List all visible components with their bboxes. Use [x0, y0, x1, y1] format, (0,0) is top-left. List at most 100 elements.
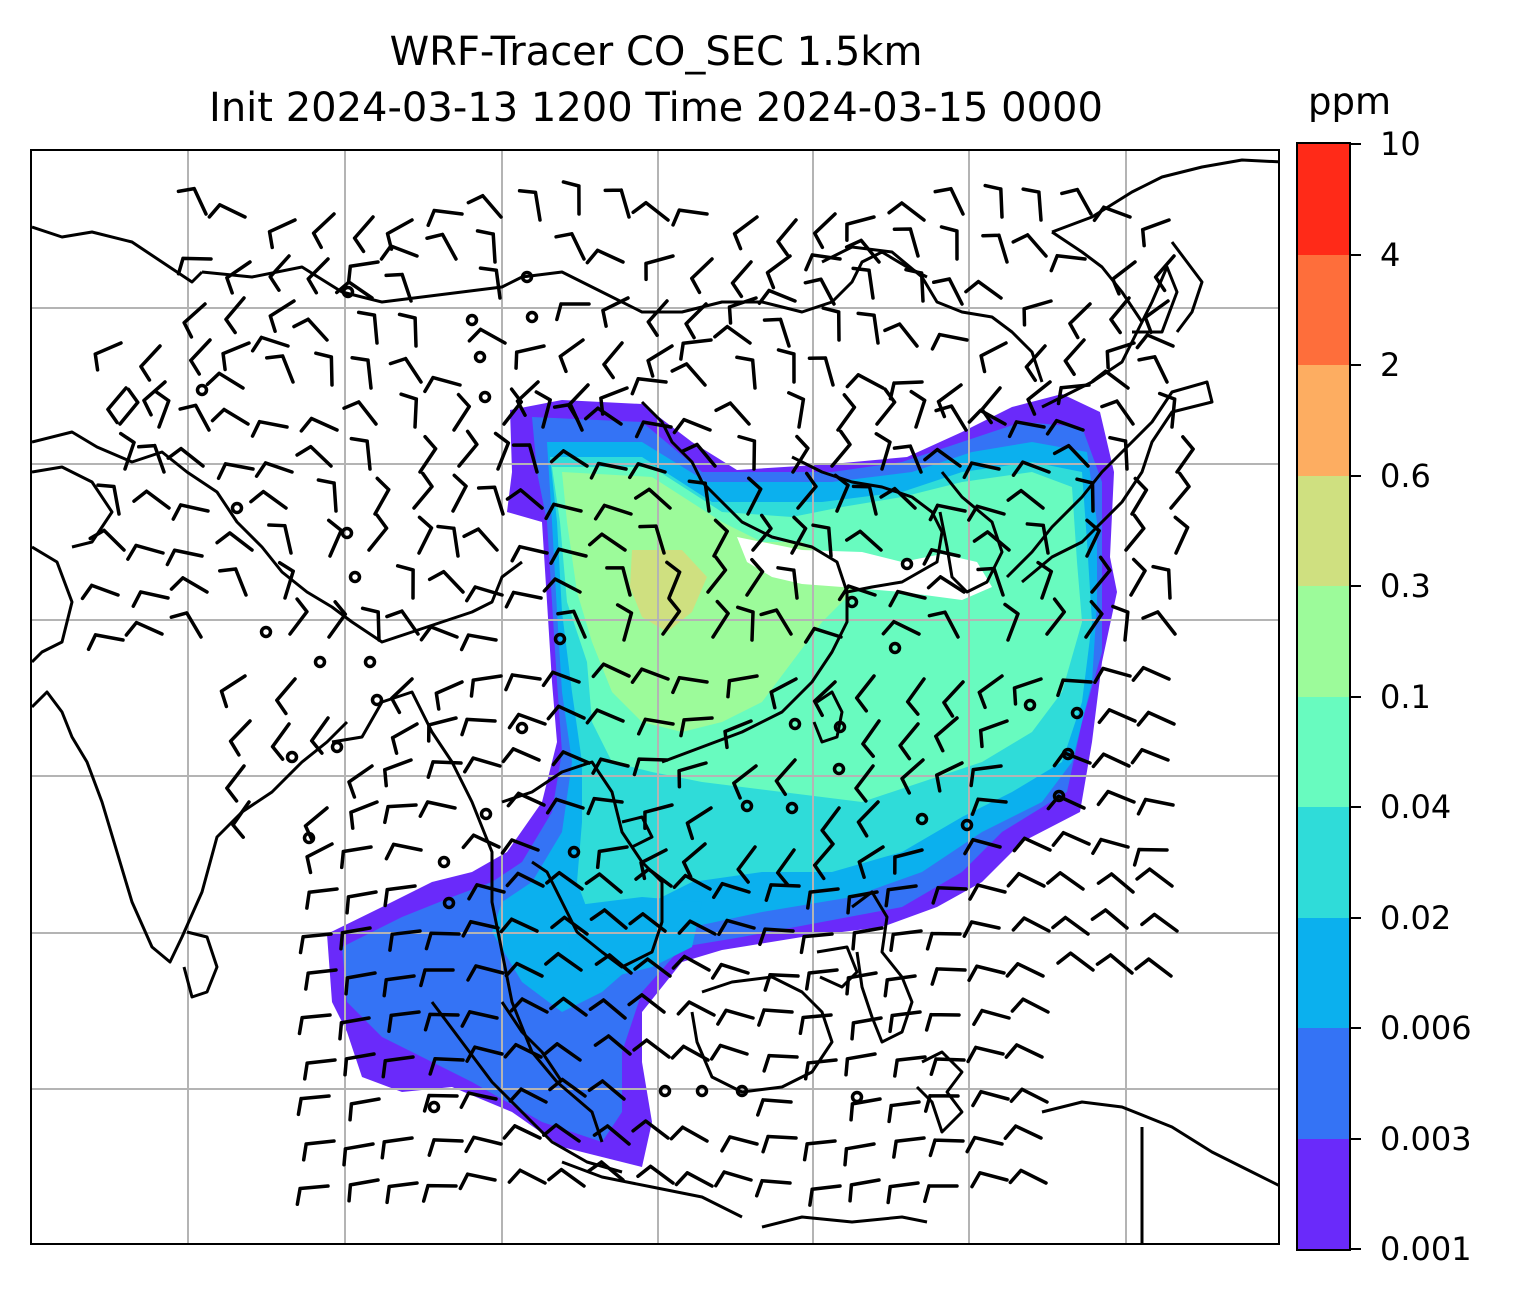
wind-barb	[1092, 205, 1132, 223]
wind-barb	[550, 915, 589, 936]
wind-barb	[347, 764, 374, 799]
wind-barb	[383, 803, 418, 825]
coastline-segment	[851, 890, 914, 1044]
colorbar-segment	[1298, 144, 1349, 255]
wind-barb	[384, 842, 423, 861]
wind-barb	[972, 1008, 1011, 1027]
wind-barb	[1175, 435, 1195, 474]
wind-barb	[706, 555, 728, 594]
wind-barb	[811, 523, 833, 558]
wind-barb	[591, 662, 631, 679]
wind-barb	[763, 973, 800, 992]
wind-barb	[1005, 962, 1045, 978]
wind-barb	[1006, 871, 1046, 888]
wind-barb	[1075, 477, 1095, 513]
wind-barb	[893, 1055, 927, 1078]
wind-barb	[883, 322, 919, 348]
coastline-segment	[32, 545, 74, 664]
wind-barb	[874, 432, 892, 471]
wind-barb	[382, 974, 416, 998]
wind-barb	[589, 461, 628, 480]
wind-barb	[466, 964, 505, 982]
wind-barb	[205, 371, 245, 390]
wind-barb	[756, 1098, 793, 1117]
colorbar-tick	[1351, 1248, 1361, 1250]
wind-barb	[711, 881, 751, 900]
wind-barb	[931, 277, 964, 306]
wind-barb	[385, 1181, 419, 1205]
colorbar-tick	[1351, 474, 1361, 477]
wind-barb	[791, 434, 810, 474]
map-subtitle: Init 2024-03-13 1200 Time 2024-03-15 000…	[209, 85, 1103, 131]
wind-barb	[764, 883, 801, 902]
wind-barb	[887, 1100, 921, 1124]
wind-barb	[418, 434, 438, 474]
wind-barb	[507, 712, 547, 730]
wind-calm-marker	[658, 1084, 672, 1098]
wind-barb	[225, 764, 246, 803]
wind-barb	[843, 1142, 876, 1167]
wind-barb	[888, 589, 927, 608]
tracer-gap	[737, 537, 992, 600]
wind-barb	[412, 471, 434, 510]
wind-barb	[1026, 380, 1052, 416]
wind-barb	[395, 564, 415, 600]
wind-barb	[754, 1178, 792, 1198]
wind-barb	[776, 566, 799, 600]
coastline-segment	[690, 975, 834, 1094]
wind-barb	[169, 576, 209, 594]
wind-barb	[451, 473, 468, 513]
coastline-segment	[32, 225, 204, 284]
wind-barb	[745, 557, 765, 597]
wind-barb	[349, 800, 379, 830]
wind-barb	[254, 461, 294, 478]
wind-calm-marker	[195, 383, 209, 397]
coastline-segment	[816, 945, 859, 989]
wind-barb	[929, 1057, 966, 1077]
wind-barb	[631, 1119, 670, 1140]
wind-barb	[1003, 1124, 1043, 1141]
wind-barb	[1136, 710, 1176, 727]
colorbar-tick	[1351, 364, 1361, 366]
wind-barb	[118, 387, 140, 426]
wind-barb	[476, 485, 505, 516]
wind-barb	[548, 1077, 587, 1098]
wind-barb	[460, 717, 497, 737]
wind-barb	[687, 479, 711, 513]
wind-barb	[615, 603, 634, 642]
colorbar-tick	[1351, 143, 1361, 145]
wind-barb	[712, 518, 729, 558]
wind-barb	[821, 306, 841, 342]
wind-barb	[436, 524, 460, 558]
wind-barb	[292, 317, 329, 342]
wind-calm-marker	[363, 655, 377, 669]
wind-barb	[1009, 1087, 1049, 1104]
tracer-shading	[327, 394, 1117, 1167]
wind-barb	[306, 257, 330, 295]
wind-barb	[933, 186, 965, 216]
colorbar-tick	[1351, 253, 1361, 256]
wind-barb	[399, 392, 419, 429]
wind-barb	[1051, 915, 1090, 936]
wind-barb	[465, 1045, 504, 1063]
wind-barb	[934, 404, 968, 432]
coastline-segment	[812, 690, 844, 744]
coastline-segment	[915, 1050, 964, 1134]
coastline-segment	[1041, 1100, 1278, 1187]
wind-barb	[342, 400, 378, 426]
wind-calm-marker	[785, 801, 799, 815]
coastline-segment	[621, 815, 654, 849]
wind-barb	[1131, 665, 1171, 682]
wind-barb	[1097, 708, 1137, 725]
wind-barb	[295, 444, 333, 468]
wind-barb	[798, 1013, 833, 1036]
wind-barb	[765, 254, 792, 290]
wind-barb	[373, 476, 391, 516]
colorbar-tick-label: 0.02	[1380, 898, 1452, 937]
coastline-segment	[32, 430, 523, 644]
wind-calm-marker	[427, 1100, 441, 1114]
wind-barb	[509, 997, 549, 1014]
colorbar-tick-label: 0.003	[1380, 1119, 1472, 1158]
wind-barb	[976, 566, 1005, 597]
wind-calm-marker	[832, 762, 846, 776]
